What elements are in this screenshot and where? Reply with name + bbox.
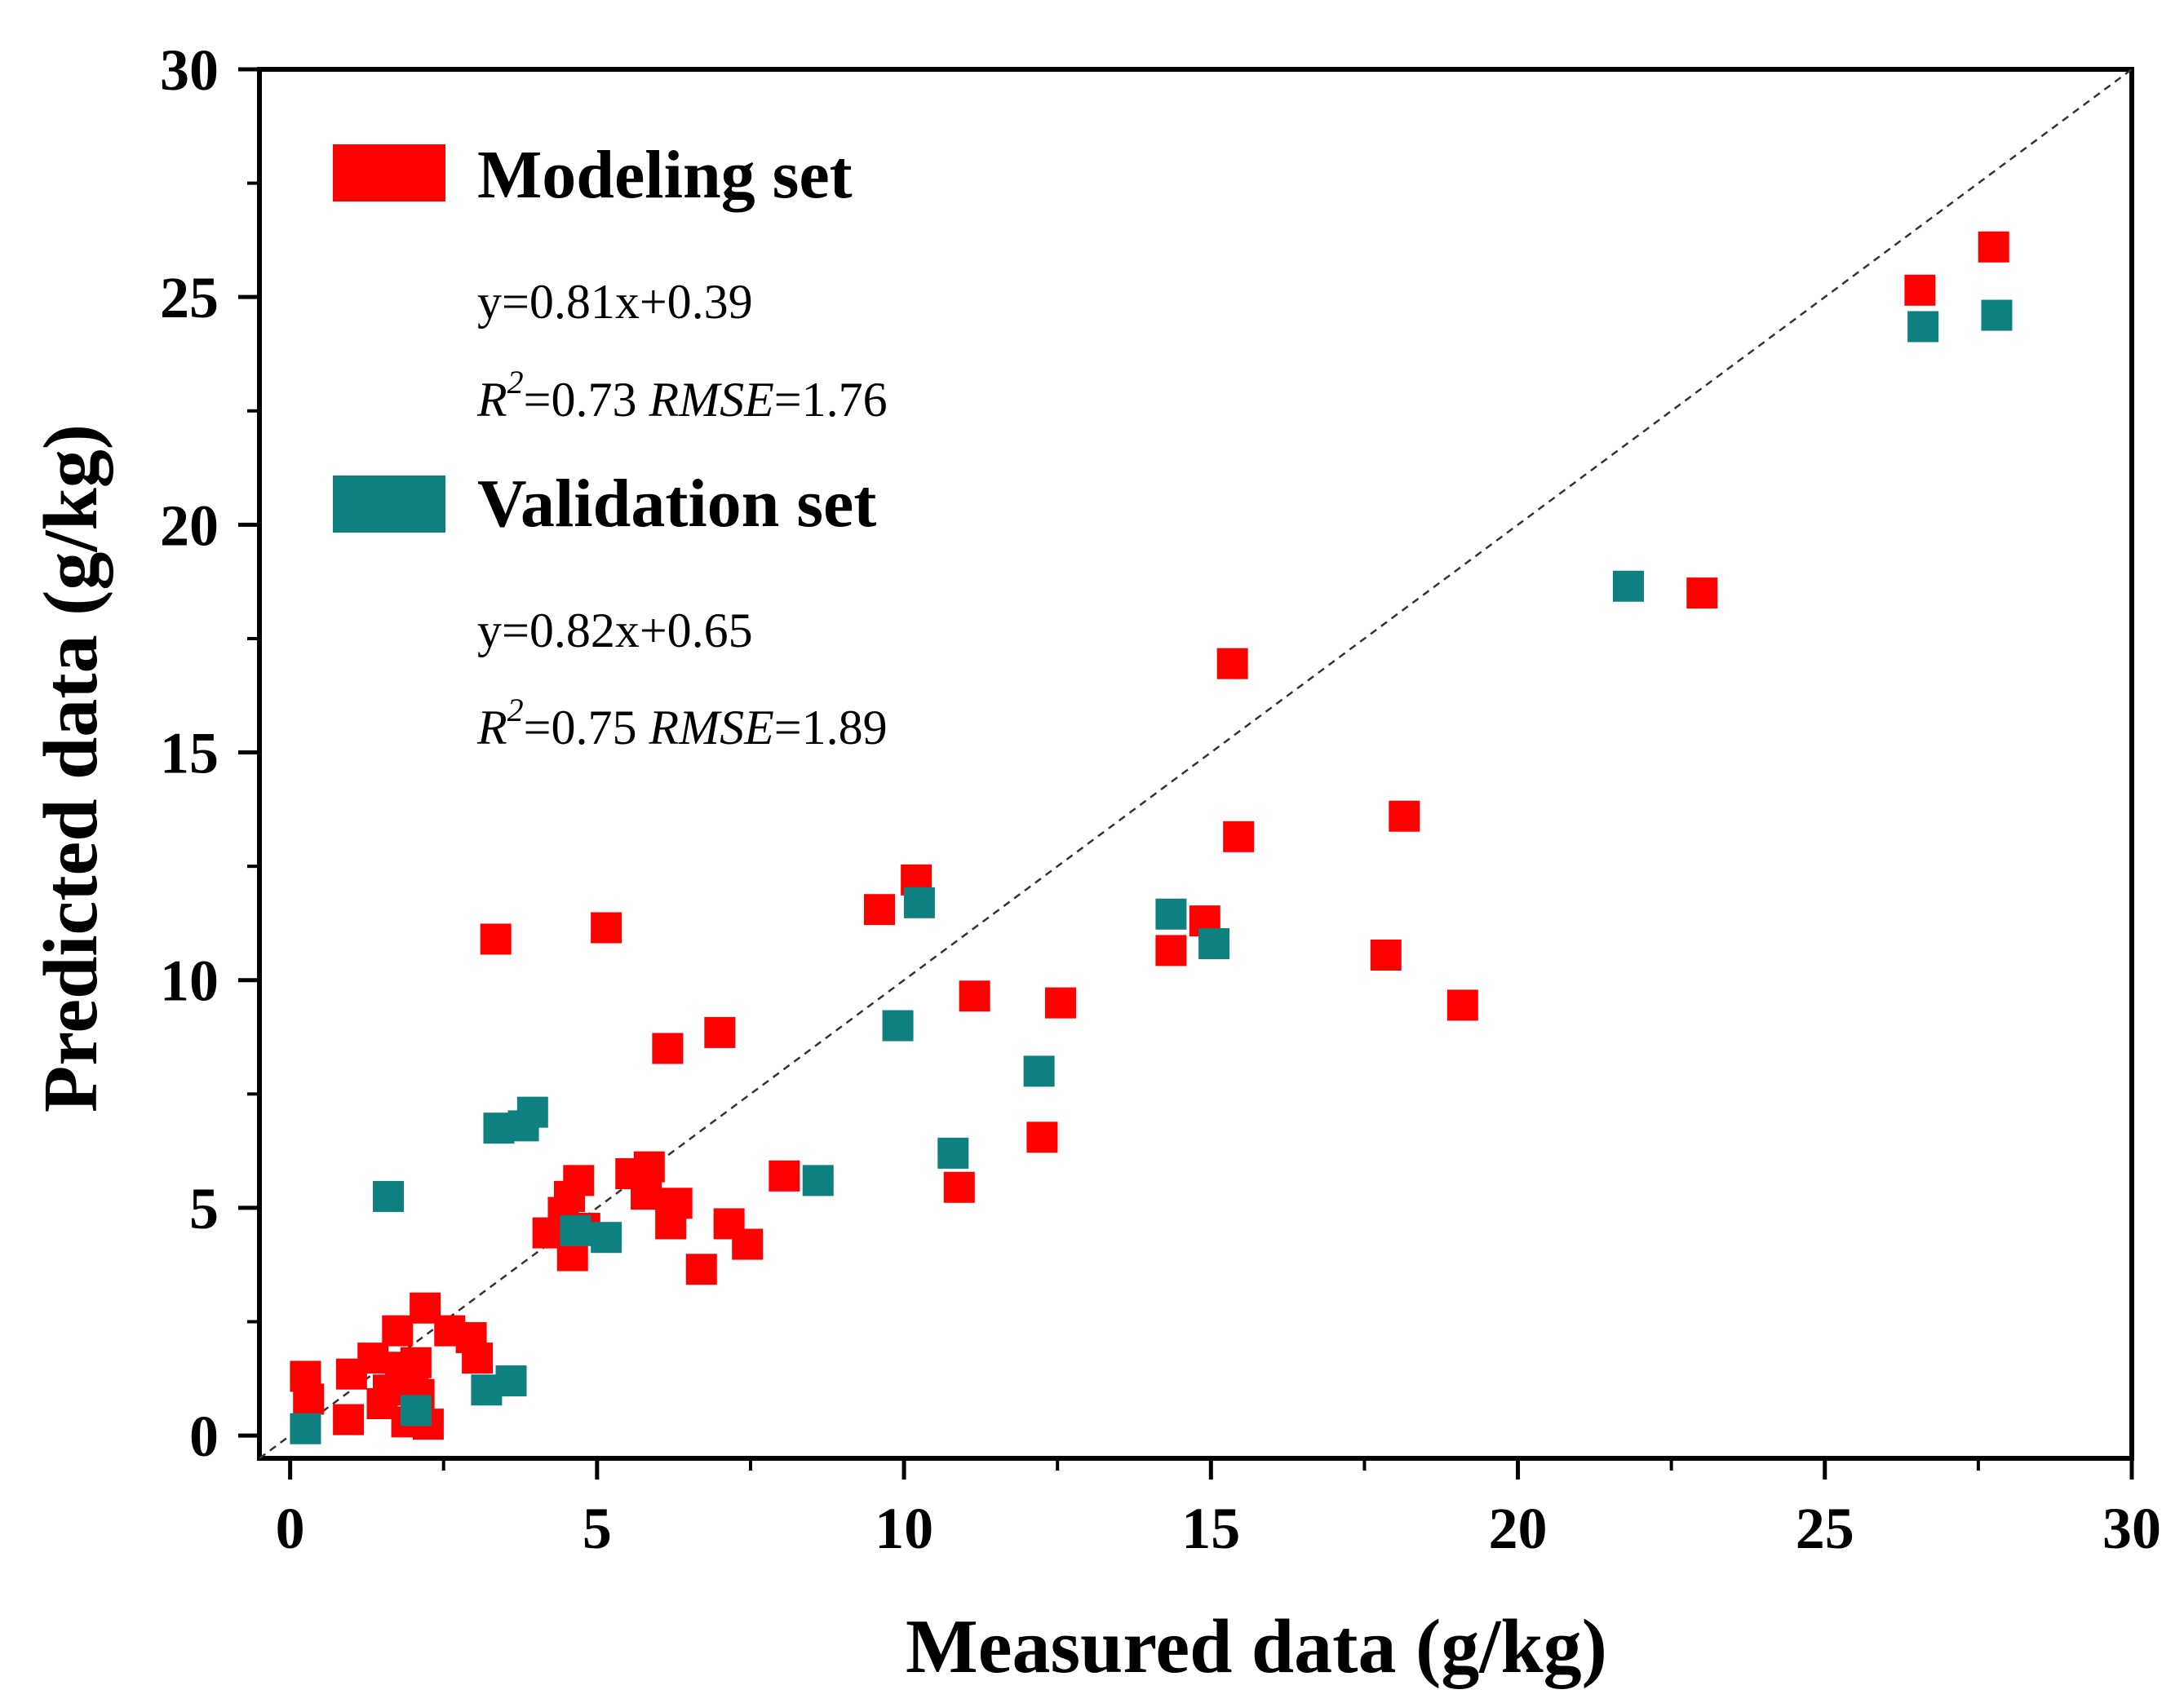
x-tick-label: 10 [875, 1496, 933, 1561]
r2-value-modeling: =0.73 [524, 373, 649, 427]
data-point [633, 1151, 665, 1183]
data-point [661, 1188, 693, 1219]
x-tick-label: 30 [2102, 1496, 2161, 1561]
data-point [373, 1180, 405, 1212]
equation-validation-set: y=0.82x+0.65 [477, 604, 753, 657]
data-point [357, 1342, 389, 1374]
r2-label-modeling: R [476, 373, 507, 427]
data-point [400, 1347, 432, 1378]
r2-label-validation: R [476, 701, 507, 754]
rmse-value-modeling: =1.76 [774, 373, 888, 427]
data-point [293, 1383, 325, 1415]
data-point [1446, 989, 1478, 1021]
data-point [1686, 577, 1718, 609]
legend-label-modeling-set: Modeling set [477, 137, 853, 213]
data-point [382, 1315, 414, 1347]
stats-modeling-set: R2=0.73 RMSE=1.76 [476, 364, 888, 427]
data-point [704, 1016, 736, 1048]
plot-frame [257, 67, 2134, 1461]
data-point [1044, 987, 1076, 1019]
y-tick-label: 5 [189, 1176, 219, 1241]
y-tick-label: 30 [160, 38, 219, 103]
plot-area [257, 67, 2134, 1461]
x-axis-title: Measured data (g/kg) [906, 1604, 1607, 1689]
x-tick-label: 20 [1489, 1496, 1548, 1561]
y-tick-label: 20 [160, 493, 219, 558]
rmse-value-validation: =1.89 [774, 701, 888, 754]
data-point [1904, 274, 1936, 306]
series-validation-set [290, 299, 2013, 1444]
data-point [1198, 928, 1230, 960]
data-point [1155, 898, 1187, 930]
data-points-layer [290, 231, 2013, 1444]
data-point [333, 1404, 365, 1435]
y-tick-label: 25 [160, 265, 219, 330]
data-point [591, 1222, 622, 1254]
data-point [516, 1096, 548, 1128]
r2-value-validation: =0.75 [524, 701, 649, 754]
y-axis-title: Predicted data (g/kg) [29, 424, 113, 1112]
data-point [943, 1171, 975, 1203]
r2-sup-validation: 2 [507, 692, 524, 728]
y-tick-label: 0 [189, 1404, 219, 1469]
data-point [937, 1137, 969, 1169]
equation-modeling-set: y=0.81x+0.39 [477, 275, 753, 329]
y-tick-label: 15 [160, 721, 219, 786]
data-point [400, 1395, 432, 1427]
axes-layer: 0 5 10 15 20 25 30 0 5 10 15 20 25 30 [160, 38, 2161, 1561]
data-point [591, 912, 622, 944]
data-point [480, 923, 512, 955]
legend-swatch-modeling-set [333, 144, 445, 201]
data-point [1216, 648, 1248, 679]
stats-validation-set: R2=0.75 RMSE=1.89 [476, 692, 888, 754]
x-tick-label: 5 [583, 1496, 612, 1561]
data-point [863, 894, 895, 926]
data-point [1981, 299, 2013, 331]
data-point [1389, 800, 1420, 832]
legend-label-validation-set: Validation set [477, 466, 876, 542]
data-point [652, 1033, 684, 1064]
data-point [1223, 821, 1255, 852]
data-point [560, 1214, 591, 1246]
data-point [1907, 311, 1939, 343]
data-point [1026, 1121, 1058, 1153]
data-point [1978, 231, 2009, 263]
rmse-label-modeling: RMSE [649, 373, 774, 427]
x-tick-label: 0 [276, 1496, 305, 1561]
legend-swatch-validation-set [333, 476, 445, 533]
reference-line-layer [259, 68, 2133, 1460]
data-point [903, 887, 935, 918]
rmse-label-validation: RMSE [649, 701, 774, 754]
data-point [769, 1160, 800, 1192]
data-point [882, 1010, 914, 1042]
one-to-one-line [259, 68, 2133, 1460]
data-point [959, 980, 990, 1012]
data-point [1612, 570, 1644, 602]
data-point [1370, 940, 1402, 971]
data-point [732, 1228, 764, 1260]
x-tick-label: 25 [1796, 1496, 1854, 1561]
data-point [1155, 935, 1187, 967]
y-tick-label: 10 [160, 949, 219, 1014]
data-point [462, 1342, 494, 1374]
data-point [563, 1165, 595, 1197]
data-point [631, 1179, 662, 1210]
data-point [685, 1254, 717, 1285]
data-point [1023, 1055, 1055, 1087]
data-point [802, 1165, 834, 1197]
x-tick-label: 15 [1181, 1496, 1240, 1561]
data-point [495, 1365, 527, 1397]
r2-sup-modeling: 2 [507, 364, 524, 400]
legend: Modeling set y=0.81x+0.39 R2=0.73 RMSE=1… [333, 137, 888, 754]
data-point [290, 1413, 321, 1444]
